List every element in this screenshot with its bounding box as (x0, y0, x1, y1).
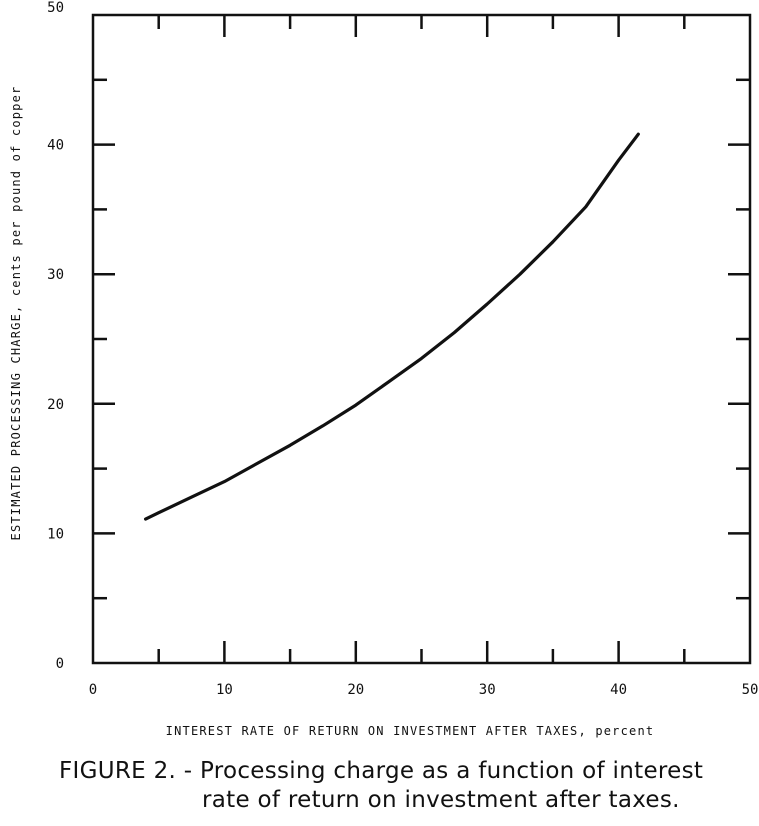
x-tick-label: 10 (216, 682, 233, 698)
x-tick-label: 20 (347, 682, 364, 698)
x-tick-label: 30 (479, 682, 496, 698)
y-axis-title: ESTIMATED PROCESSING CHARGE, cents per p… (9, 86, 23, 541)
y-tick-label: 0 (56, 656, 64, 672)
series-lines (144, 132, 640, 521)
x-axis-tick-labels: 0 10 20 30 40 50 (89, 682, 759, 698)
y-tick-label: 10 (47, 526, 64, 542)
plot-frame (91, 13, 752, 665)
caption-line-1: FIGURE 2. - Processing charge as a funct… (59, 758, 704, 784)
x-axis-ticks (157, 15, 686, 663)
x-tick-label: 50 (742, 682, 759, 698)
y-axis-ticks (93, 78, 750, 600)
series-line (144, 132, 640, 521)
y-tick-label: 30 (47, 267, 64, 283)
y-tick-label: 20 (47, 397, 64, 413)
x-axis-title: INTEREST RATE OF RETURN ON INVESTMENT AF… (166, 724, 655, 738)
y-tick-label: 40 (47, 138, 64, 154)
x-tick-label: 40 (610, 682, 627, 698)
x-tick-label: 0 (89, 682, 97, 698)
y-tick-label: 50 (47, 0, 64, 16)
y-axis-tick-labels: 0 10 20 30 40 50 (47, 0, 64, 672)
caption-line-2: rate of return on investment after taxes… (202, 787, 680, 813)
